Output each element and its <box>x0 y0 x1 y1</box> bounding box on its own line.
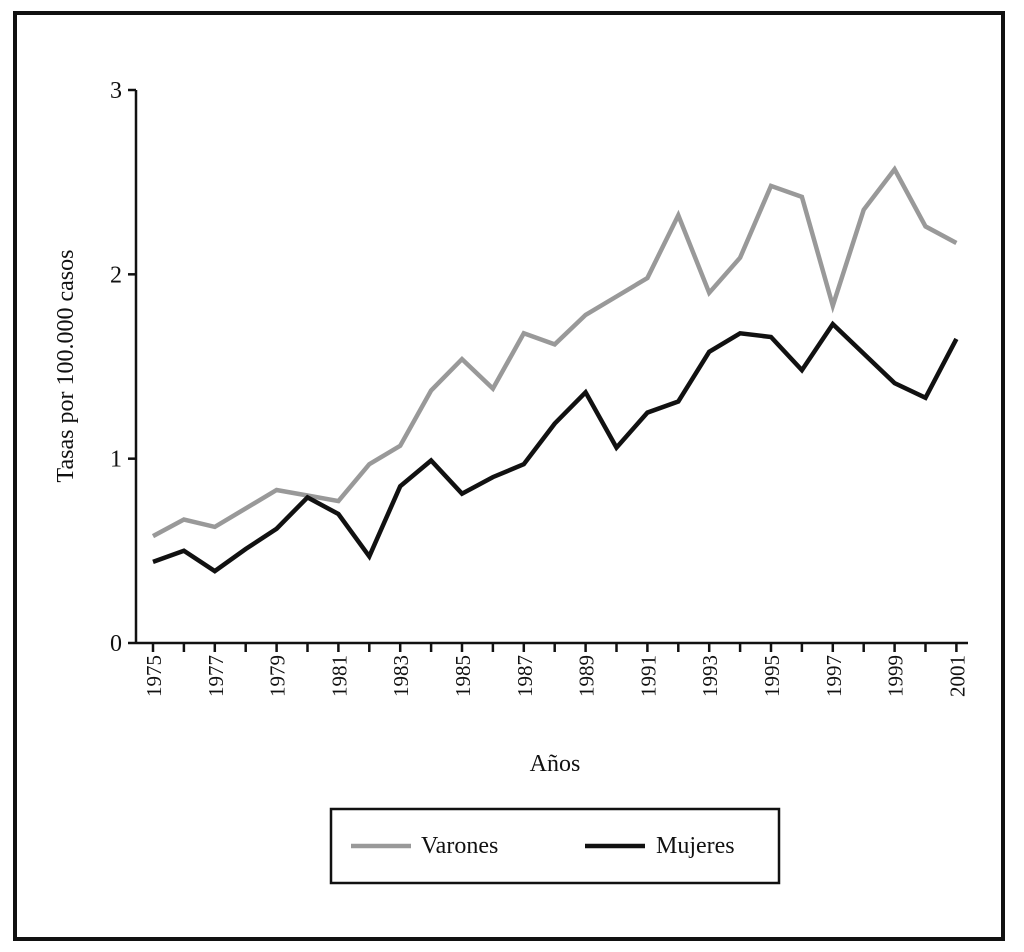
x-tick-label: 1985 <box>451 655 475 697</box>
chart-frame <box>13 11 1005 941</box>
x-tick-label: 2001 <box>945 655 969 697</box>
x-tick-label: 1995 <box>760 655 784 697</box>
x-tick-label: 1997 <box>822 655 846 697</box>
y-axis-label: Tasas por 100.000 casos <box>53 250 79 483</box>
x-tick-label: 1987 <box>513 655 537 697</box>
y-tick-label: 3 <box>110 78 122 104</box>
x-tick-label: 1983 <box>389 655 413 697</box>
x-tick-label: 1975 <box>142 655 166 697</box>
x-tick-label: 1989 <box>575 655 599 697</box>
legend-label-varones: Varones <box>421 833 498 859</box>
x-tick-label: 1979 <box>266 655 290 697</box>
x-tick-label: 1981 <box>327 655 351 697</box>
x-tick-label: 1999 <box>884 655 908 697</box>
series-line-mujeres <box>152 320 959 574</box>
x-tick-label: 1993 <box>698 655 722 697</box>
x-axis-label: Años <box>530 751 581 777</box>
y-tick-label: 2 <box>110 262 122 288</box>
axes: 0 1 2 3 1975 1977 1979 1981 1983 1985 1987 1989 1991… <box>110 78 969 697</box>
legend: Varones Mujeres <box>329 807 781 885</box>
x-tick-label: 1977 <box>204 655 228 697</box>
series-layer <box>151 165 959 574</box>
y-tick-label: 0 <box>110 631 122 657</box>
legend-label-mujeres: Mujeres <box>656 833 735 859</box>
y-tick-label: 1 <box>110 447 122 473</box>
x-tick-label: 1991 <box>636 655 660 697</box>
series-line-varones <box>151 165 958 539</box>
